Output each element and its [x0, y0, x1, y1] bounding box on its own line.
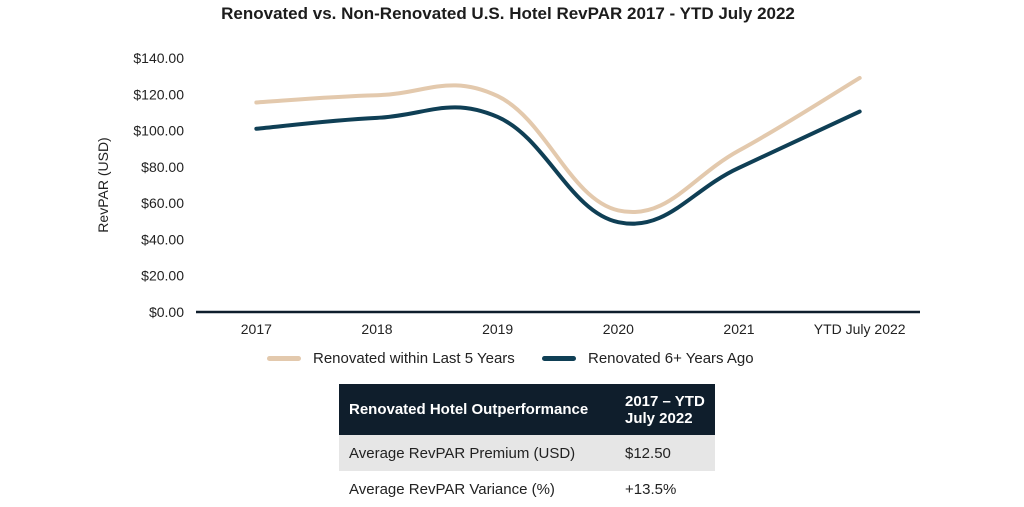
y-axis-title: RevPAR (USD) — [95, 137, 111, 232]
series-line-renovated-6-plus-years — [254, 105, 862, 226]
legend-label: Renovated 6+ Years Ago — [588, 350, 754, 367]
legend-item-renovated-6-plus-years: Renovated 6+ Years Ago — [542, 350, 754, 367]
legend-swatch-dark — [542, 356, 576, 361]
y-tick-label: $40.00 — [141, 231, 184, 247]
table-row-value: $12.50 — [615, 435, 715, 471]
x-tick-label: YTD July 2022 — [814, 321, 906, 337]
table-header-period-line2: July 2022 — [625, 409, 693, 427]
table-header-period-line1: 2017 – YTD — [625, 392, 705, 410]
x-tick-label: 2019 — [482, 321, 513, 337]
x-tick-label: 2017 — [241, 321, 272, 337]
table-header-row: Renovated Hotel Outperformance 2017 – YT… — [339, 384, 715, 435]
legend-swatch-light — [267, 356, 301, 361]
x-tick-label: 2020 — [603, 321, 634, 337]
table-header-period: 2017 – YTD July 2022 — [615, 384, 715, 435]
y-tick-label: $60.00 — [141, 195, 184, 211]
table-header-label: Renovated Hotel Outperformance — [339, 384, 615, 435]
table-row-label: Average RevPAR Variance (%) — [349, 480, 555, 498]
chart-title: Renovated vs. Non-Renovated U.S. Hotel R… — [221, 4, 795, 23]
legend: Renovated within Last 5 Years Renovated … — [0, 350, 1024, 372]
series-line-renovated-within-5-years — [254, 75, 862, 214]
table-row-value: +13.5% — [625, 480, 677, 498]
legend-item-renovated-within-5-years: Renovated within Last 5 Years — [267, 350, 515, 367]
line-chart: RevPAR (USD) $0.00 $20.00 $40.00 $60.00 $80.… — [95, 50, 920, 337]
legend-label: Renovated within Last 5 Years — [313, 350, 515, 367]
table-row: Average RevPAR Premium (USD) $12.50 — [339, 435, 715, 471]
y-tick-label: $80.00 — [141, 159, 184, 175]
y-tick-label: $140.00 — [133, 50, 184, 66]
y-tick-label: $120.00 — [133, 86, 184, 102]
y-tick-label: $20.00 — [141, 268, 184, 284]
y-tick-label: $100.00 — [133, 123, 184, 139]
y-tick-label: $0.00 — [149, 304, 184, 320]
outperformance-table: Renovated Hotel Outperformance 2017 – YT… — [339, 384, 715, 507]
x-tick-label: 2021 — [723, 321, 754, 337]
table-row-label: Average RevPAR Premium (USD) — [339, 435, 615, 471]
table-row: Average RevPAR Variance (%) +13.5% — [339, 471, 715, 507]
x-tick-label: 2018 — [361, 321, 392, 337]
